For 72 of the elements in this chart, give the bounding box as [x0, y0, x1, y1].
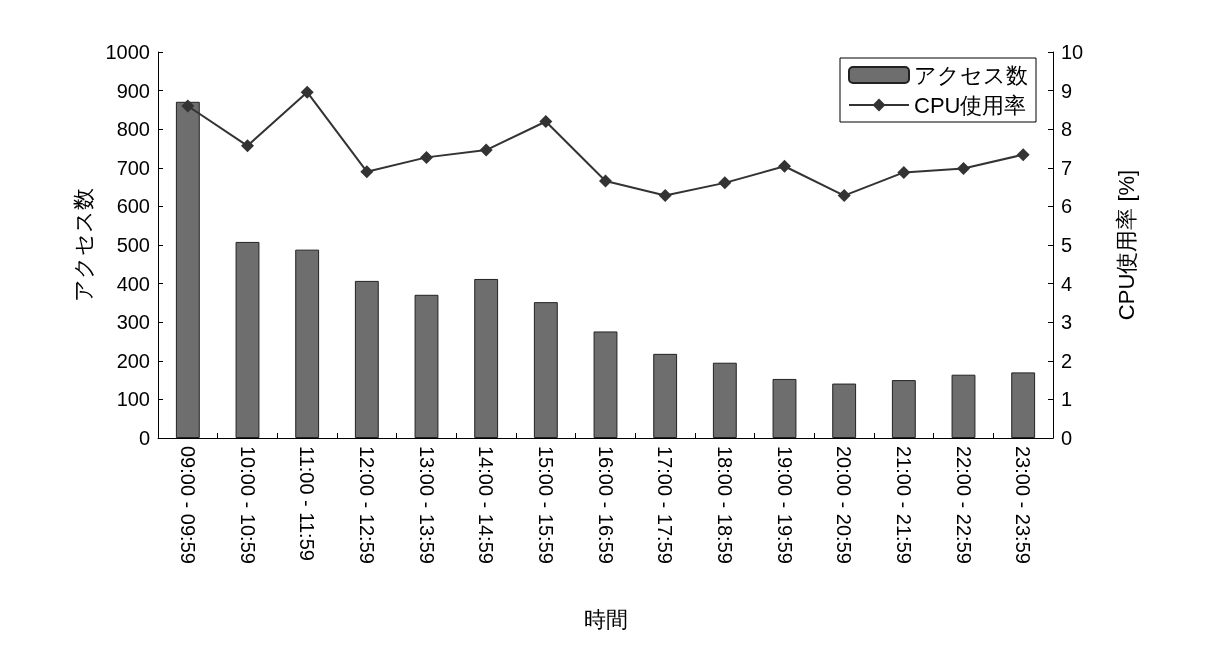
- x-tick-label: 14:00 - 14:59: [475, 446, 498, 564]
- x-tick-label: 13:00 - 13:59: [415, 446, 438, 564]
- bar: [891, 380, 916, 438]
- point: [837, 189, 851, 203]
- legend-label: CPU使用率: [914, 92, 1027, 118]
- y2-tick-label: 8: [1061, 118, 1073, 141]
- point: [300, 85, 314, 99]
- y2-axis-title: CPU使用率 [%]: [1113, 169, 1139, 321]
- x-tick-label: 22:00 - 22:59: [952, 446, 975, 564]
- y2-tick-label: 6: [1061, 195, 1073, 218]
- bar: [474, 278, 499, 438]
- x-tick-label: 23:00 - 23:59: [1012, 446, 1035, 564]
- y2-tick-label: 9: [1061, 79, 1073, 102]
- x-tick-label: 15:00 - 15:59: [534, 446, 557, 564]
- point: [360, 165, 374, 179]
- y-tick-label: 700: [116, 156, 150, 179]
- point: [718, 176, 732, 190]
- y-tick-label: 500: [116, 234, 150, 256]
- x-tick-label: 18:00 - 18:59: [713, 446, 736, 564]
- x-tick-label: 20:00 - 20:59: [833, 446, 856, 564]
- bar: [175, 101, 200, 438]
- y2-tick-label: 5: [1061, 234, 1073, 256]
- bar: [354, 280, 379, 438]
- x-tick-label: 12:00 - 12:59: [355, 446, 378, 564]
- bar: [951, 374, 976, 438]
- x-tick-label: 19:00 - 19:59: [773, 446, 796, 564]
- y2-tick-label: 10: [1061, 41, 1084, 63]
- y2-tick-label: 0: [1061, 427, 1073, 449]
- x-tick-label: 09:00 - 09:59: [176, 446, 199, 564]
- y-tick-label: 600: [116, 195, 150, 218]
- y-tick-label: 400: [116, 272, 150, 295]
- bar: [235, 241, 260, 438]
- y-tick-label: 200: [116, 349, 150, 372]
- y-tick-label: 300: [116, 311, 150, 334]
- x-tick-label: 16:00 - 16:59: [594, 446, 617, 564]
- x-tick-label: 21:00 - 21:59: [892, 446, 915, 564]
- bar: [414, 294, 439, 438]
- bar: [1011, 372, 1036, 438]
- y-tick-label: 1000: [105, 41, 150, 63]
- point: [599, 174, 612, 188]
- point: [241, 139, 254, 153]
- y2-tick-label: 3: [1061, 311, 1073, 334]
- x-tick-label: 11:00 - 11:59: [296, 446, 319, 561]
- point: [479, 143, 493, 157]
- point: [897, 165, 911, 179]
- bar: [772, 378, 797, 438]
- point: [658, 189, 672, 203]
- bar: [832, 383, 857, 438]
- y2-tick-label: 1: [1061, 388, 1073, 411]
- bar: [533, 302, 558, 438]
- point: [539, 114, 553, 128]
- y2-tick-label: 4: [1061, 272, 1073, 295]
- point: [181, 99, 195, 113]
- point: [1016, 148, 1030, 162]
- y-tick-label: 800: [116, 118, 150, 141]
- y2-tick-label: 7: [1061, 156, 1073, 179]
- point: [957, 162, 970, 176]
- bar: [295, 249, 320, 438]
- point: [778, 159, 791, 173]
- y-tick-label: 100: [116, 388, 150, 411]
- x-axis-title: 時間: [583, 606, 628, 632]
- bar: [712, 362, 737, 438]
- y-tick-label: 0: [138, 427, 150, 449]
- point: [420, 150, 433, 164]
- legend-label: アクセス数: [914, 62, 1028, 88]
- bar: [653, 353, 678, 438]
- bar: [593, 331, 618, 438]
- y-axis-title: アクセス数: [71, 188, 97, 302]
- y2-tick-label: 2: [1061, 349, 1073, 372]
- x-tick-label: 10:00 - 10:59: [236, 446, 259, 564]
- x-tick-label: 17:00 - 17:59: [654, 446, 677, 564]
- y-tick-label: 900: [116, 79, 150, 102]
